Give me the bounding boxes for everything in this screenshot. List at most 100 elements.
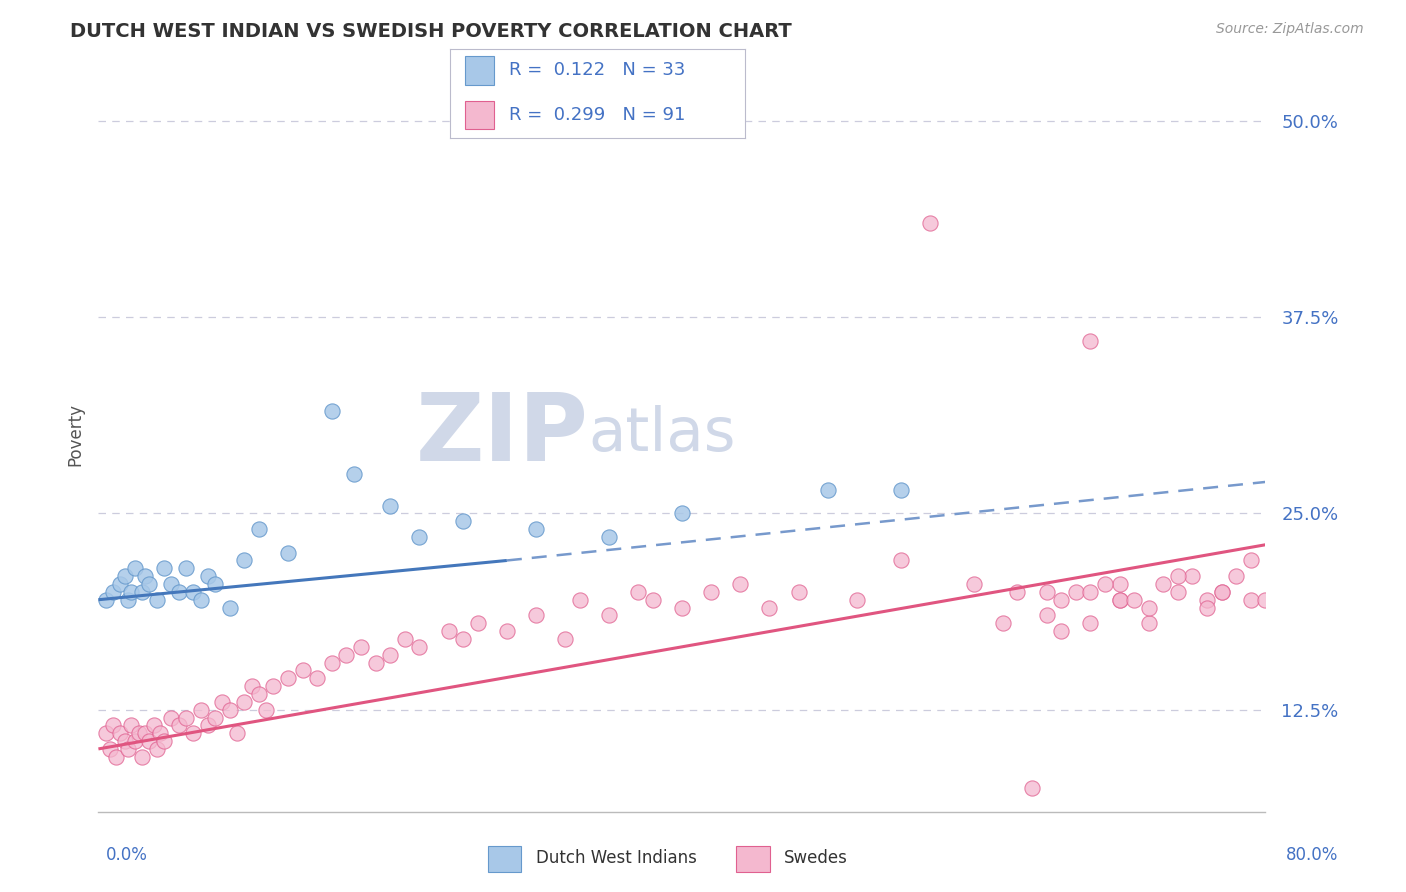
Point	[1108, 577, 1130, 591]
Point	[117, 742, 139, 756]
Point	[134, 726, 156, 740]
Point	[124, 734, 146, 748]
FancyBboxPatch shape	[737, 846, 770, 872]
Point	[142, 718, 165, 732]
Point	[204, 710, 226, 724]
Point	[263, 679, 285, 693]
Point	[524, 522, 547, 536]
Point	[787, 585, 810, 599]
Text: DUTCH WEST INDIAN VS SWEDISH POVERTY CORRELATION CHART: DUTCH WEST INDIAN VS SWEDISH POVERTY COR…	[70, 22, 792, 41]
Point	[671, 507, 693, 521]
Point	[467, 616, 489, 631]
Point	[1167, 569, 1189, 583]
Y-axis label: Poverty: Poverty	[66, 403, 84, 467]
Point	[101, 718, 124, 732]
Point	[758, 600, 780, 615]
Point	[307, 671, 329, 685]
Point	[496, 624, 519, 639]
Point	[451, 632, 474, 646]
Point	[110, 726, 132, 740]
Point	[138, 734, 160, 748]
Point	[394, 632, 416, 646]
Text: atlas: atlas	[589, 405, 737, 465]
Point	[350, 640, 373, 654]
Point	[131, 749, 153, 764]
Point	[1123, 592, 1146, 607]
Point	[146, 742, 169, 756]
Point	[700, 585, 723, 599]
Point	[204, 577, 226, 591]
Point	[211, 695, 233, 709]
Point	[277, 671, 299, 685]
Point	[437, 624, 460, 639]
Point	[117, 592, 139, 607]
Point	[962, 577, 984, 591]
Text: 0.0%: 0.0%	[105, 846, 148, 863]
Text: ZIP: ZIP	[416, 389, 589, 481]
Point	[364, 656, 387, 670]
Point	[1050, 624, 1073, 639]
Point	[321, 656, 343, 670]
Point	[277, 546, 299, 560]
Point	[153, 561, 176, 575]
Point	[380, 499, 402, 513]
Point	[197, 718, 219, 732]
Point	[190, 703, 212, 717]
Text: 80.0%: 80.0%	[1286, 846, 1339, 863]
Point	[1021, 781, 1043, 796]
Point	[114, 569, 136, 583]
Point	[1080, 616, 1102, 631]
Text: Dutch West Indians: Dutch West Indians	[536, 849, 696, 867]
FancyBboxPatch shape	[464, 101, 495, 129]
Point	[233, 695, 256, 709]
Point	[380, 648, 402, 662]
Point	[233, 553, 256, 567]
Point	[247, 522, 270, 536]
Point	[197, 569, 219, 583]
Point	[1197, 600, 1219, 615]
Point	[291, 664, 314, 678]
Point	[218, 703, 240, 717]
Point	[128, 726, 150, 740]
Point	[1211, 585, 1233, 599]
Point	[146, 592, 169, 607]
Point	[120, 585, 142, 599]
Point	[408, 530, 430, 544]
Point	[321, 404, 343, 418]
Point	[160, 710, 183, 724]
Point	[138, 577, 160, 591]
Point	[1225, 569, 1247, 583]
Point	[598, 608, 620, 623]
FancyBboxPatch shape	[488, 846, 522, 872]
Point	[94, 592, 117, 607]
Point	[124, 561, 146, 575]
Text: Source: ZipAtlas.com: Source: ZipAtlas.com	[1216, 22, 1364, 37]
Point	[730, 577, 752, 591]
Point	[991, 616, 1014, 631]
Point	[153, 734, 176, 748]
Point	[101, 585, 124, 599]
Text: Swedes: Swedes	[785, 849, 848, 867]
Point	[1035, 585, 1057, 599]
Point	[167, 585, 190, 599]
Point	[1035, 608, 1057, 623]
Point	[181, 726, 204, 740]
FancyBboxPatch shape	[464, 56, 495, 85]
Point	[1080, 334, 1102, 348]
Point	[1240, 592, 1263, 607]
Point	[671, 600, 693, 615]
Text: R =  0.122   N = 33: R = 0.122 N = 33	[509, 62, 685, 79]
Point	[1080, 585, 1102, 599]
Point	[98, 742, 121, 756]
Point	[1108, 592, 1130, 607]
Point	[247, 687, 270, 701]
Point	[1050, 592, 1073, 607]
Point	[918, 216, 941, 230]
Point	[343, 467, 366, 482]
Point	[817, 483, 839, 497]
Point	[1152, 577, 1174, 591]
Point	[174, 710, 197, 724]
Point	[408, 640, 430, 654]
Point	[1094, 577, 1116, 591]
Point	[134, 569, 156, 583]
